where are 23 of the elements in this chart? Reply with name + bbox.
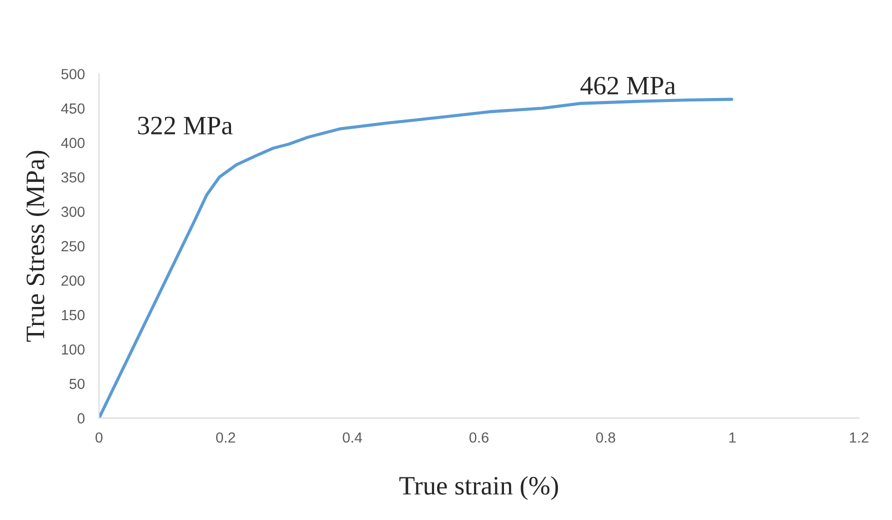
x-tick-label: 0.2	[216, 432, 236, 443]
annotation: 462 MPa	[580, 76, 676, 95]
y-axis-title: True Stress (MPa)	[26, 150, 50, 342]
x-axis-title: True strain (%)	[399, 476, 558, 500]
y-tick-label: 50	[69, 378, 85, 390]
x-tick-label: 1.2	[850, 432, 868, 443]
y-tick-label: 150	[62, 310, 85, 320]
y-tick-label: 450	[61, 103, 85, 114]
y-tick-label: 300	[61, 206, 85, 217]
x-tick-label: 0.4	[342, 432, 362, 443]
y-tick-label: 100	[62, 344, 85, 355]
x-tick-label: 0	[96, 432, 102, 443]
y-tick-label: 250	[62, 241, 85, 252]
x-tick-label: 1	[729, 432, 736, 443]
y-tick-label: 500	[61, 68, 85, 80]
y-tick-label: 350	[61, 172, 85, 183]
x-tick-label: 0.8	[596, 432, 616, 443]
y-tick-label: 400	[61, 138, 85, 148]
x-tick-label: 0.6	[469, 432, 488, 443]
y-tick-label: 0	[78, 413, 85, 424]
y-tick-label: 200	[62, 275, 85, 286]
line-series	[99, 98, 734, 418]
annotation: 322 MPa	[138, 116, 233, 134]
